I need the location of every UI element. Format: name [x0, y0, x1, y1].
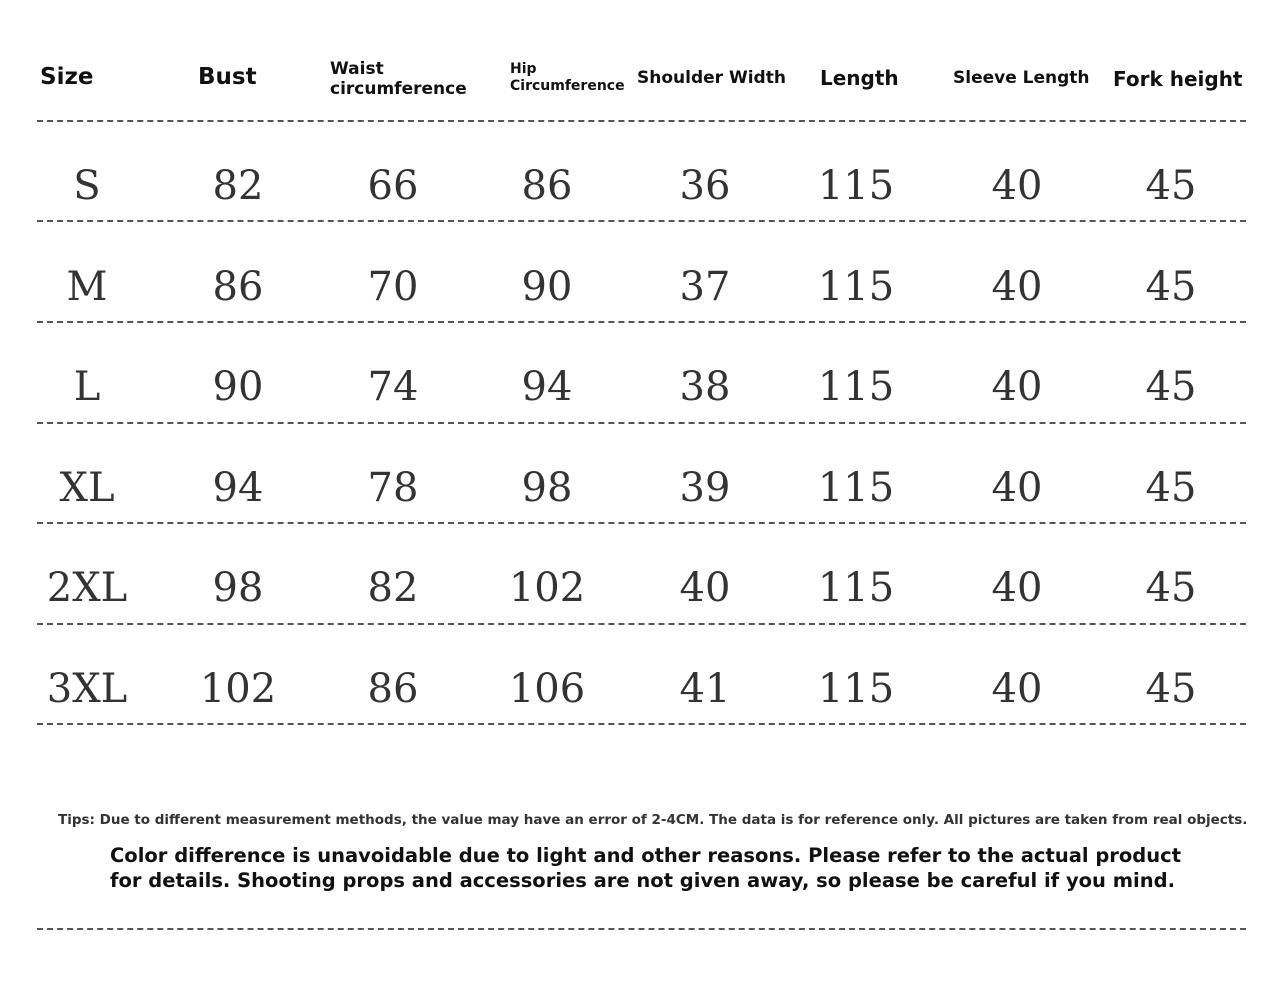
divider: [37, 928, 1246, 930]
divider: [37, 220, 1246, 222]
table-cell: 70: [367, 263, 419, 310]
table-cell: 82: [367, 565, 419, 612]
table-cell: 37: [679, 263, 731, 310]
table-cell: 90: [521, 263, 573, 310]
table-cell: 45: [1145, 163, 1197, 209]
table-cell: 98: [521, 464, 573, 511]
table-cell: 45: [1145, 364, 1197, 411]
divider: [37, 422, 1246, 424]
table-cell: 40: [991, 364, 1043, 411]
table-cell: 40: [679, 565, 731, 612]
table-cell: 78: [367, 464, 419, 511]
divider: [37, 522, 1246, 524]
table-cell: 39: [679, 464, 731, 511]
table-cell: 102: [508, 565, 586, 612]
table-cell: 74: [367, 364, 419, 411]
column-header: Waist circumference: [330, 59, 467, 100]
table-cell: 41: [679, 666, 731, 712]
table-cell: 40: [991, 163, 1043, 209]
column-header: Fork height: [1113, 67, 1243, 91]
table-cell: 66: [367, 163, 419, 209]
column-header: Hip Circumference: [510, 61, 625, 94]
table-cell: 115: [817, 666, 895, 712]
divider: [37, 321, 1246, 323]
table-cell: 86: [212, 263, 264, 310]
table-cell: 115: [817, 565, 895, 612]
table-cell: 40: [991, 464, 1043, 511]
table-cell: XL: [59, 464, 115, 511]
table-cell: 36: [679, 163, 731, 209]
table-cell: 102: [199, 666, 277, 712]
table-cell: 115: [817, 263, 895, 310]
column-header: Sleeve Length: [953, 68, 1090, 88]
tips: Tips: Due to different measurement metho…: [58, 812, 1248, 828]
disclaimer: Color difference is unavoidable due to l…: [110, 844, 1182, 893]
divider: [37, 723, 1246, 725]
table-cell: 40: [991, 263, 1043, 310]
table-cell: 40: [991, 666, 1043, 712]
table-cell: S: [73, 163, 101, 209]
column-header: Bust: [198, 64, 257, 90]
table-cell: 94: [212, 464, 264, 511]
table-cell: 106: [508, 666, 586, 712]
divider: [37, 120, 1246, 122]
table-cell: 90: [212, 364, 264, 411]
table-cell: 38: [679, 364, 731, 411]
table-cell: 2XL: [46, 565, 128, 612]
table-cell: 86: [521, 163, 573, 209]
table-cell: 115: [817, 163, 895, 209]
column-header: Size: [40, 64, 94, 90]
table-cell: 45: [1145, 666, 1197, 712]
table-cell: 115: [817, 364, 895, 411]
table-cell: 94: [521, 364, 573, 411]
table-cell: M: [66, 263, 108, 310]
table-cell: 82: [212, 163, 264, 209]
table-cell: 40: [991, 565, 1043, 612]
table-cell: 45: [1145, 565, 1197, 612]
table-cell: 98: [212, 565, 264, 612]
table-cell: 86: [367, 666, 419, 712]
column-header: Length: [820, 66, 899, 90]
table-cell: 115: [817, 464, 895, 511]
table-cell: L: [73, 364, 101, 411]
divider: [37, 623, 1246, 625]
table-cell: 45: [1145, 263, 1197, 310]
table-cell: 3XL: [46, 666, 128, 712]
table-cell: 45: [1145, 464, 1197, 511]
column-header: Shoulder Width: [637, 68, 786, 88]
